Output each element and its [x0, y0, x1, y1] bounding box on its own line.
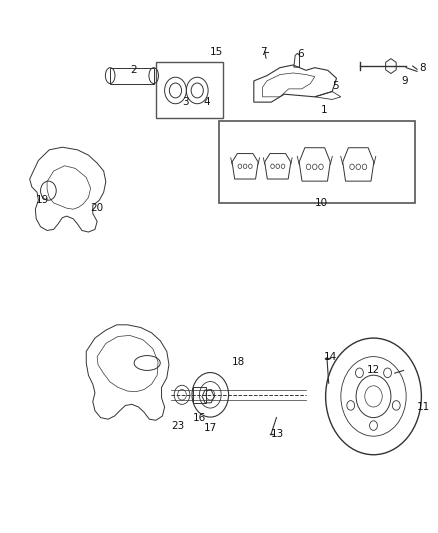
Bar	[156, 62, 223, 118]
Circle shape	[276, 164, 279, 168]
Circle shape	[281, 164, 285, 168]
Circle shape	[271, 164, 274, 168]
Text: 19: 19	[36, 195, 49, 205]
Text: 23: 23	[171, 421, 184, 431]
Text: 8: 8	[419, 63, 426, 72]
Text: 4: 4	[204, 97, 210, 107]
Text: 9: 9	[402, 76, 408, 86]
Bar	[219, 120, 415, 203]
Text: 13: 13	[271, 429, 284, 439]
Text: 20: 20	[91, 203, 104, 213]
Text: 7: 7	[260, 47, 267, 56]
Circle shape	[243, 164, 247, 168]
Circle shape	[350, 164, 354, 169]
Circle shape	[362, 164, 367, 169]
Text: 1: 1	[321, 105, 328, 115]
Text: 6: 6	[297, 50, 304, 59]
Text: 10: 10	[315, 198, 328, 208]
Circle shape	[306, 164, 311, 169]
Text: 12: 12	[367, 365, 380, 375]
Circle shape	[319, 164, 323, 169]
Text: 11: 11	[417, 402, 430, 412]
Text: 14: 14	[323, 352, 337, 361]
Bar	[193, 387, 206, 403]
Circle shape	[238, 164, 242, 168]
Text: 15: 15	[210, 47, 223, 56]
Text: 16: 16	[193, 413, 206, 423]
Text: 18: 18	[232, 357, 245, 367]
Text: 17: 17	[204, 423, 217, 433]
Text: 2: 2	[130, 66, 136, 75]
Text: 3: 3	[182, 97, 189, 107]
Text: 5: 5	[332, 81, 339, 91]
Circle shape	[248, 164, 252, 168]
Circle shape	[356, 164, 360, 169]
Circle shape	[312, 164, 317, 169]
